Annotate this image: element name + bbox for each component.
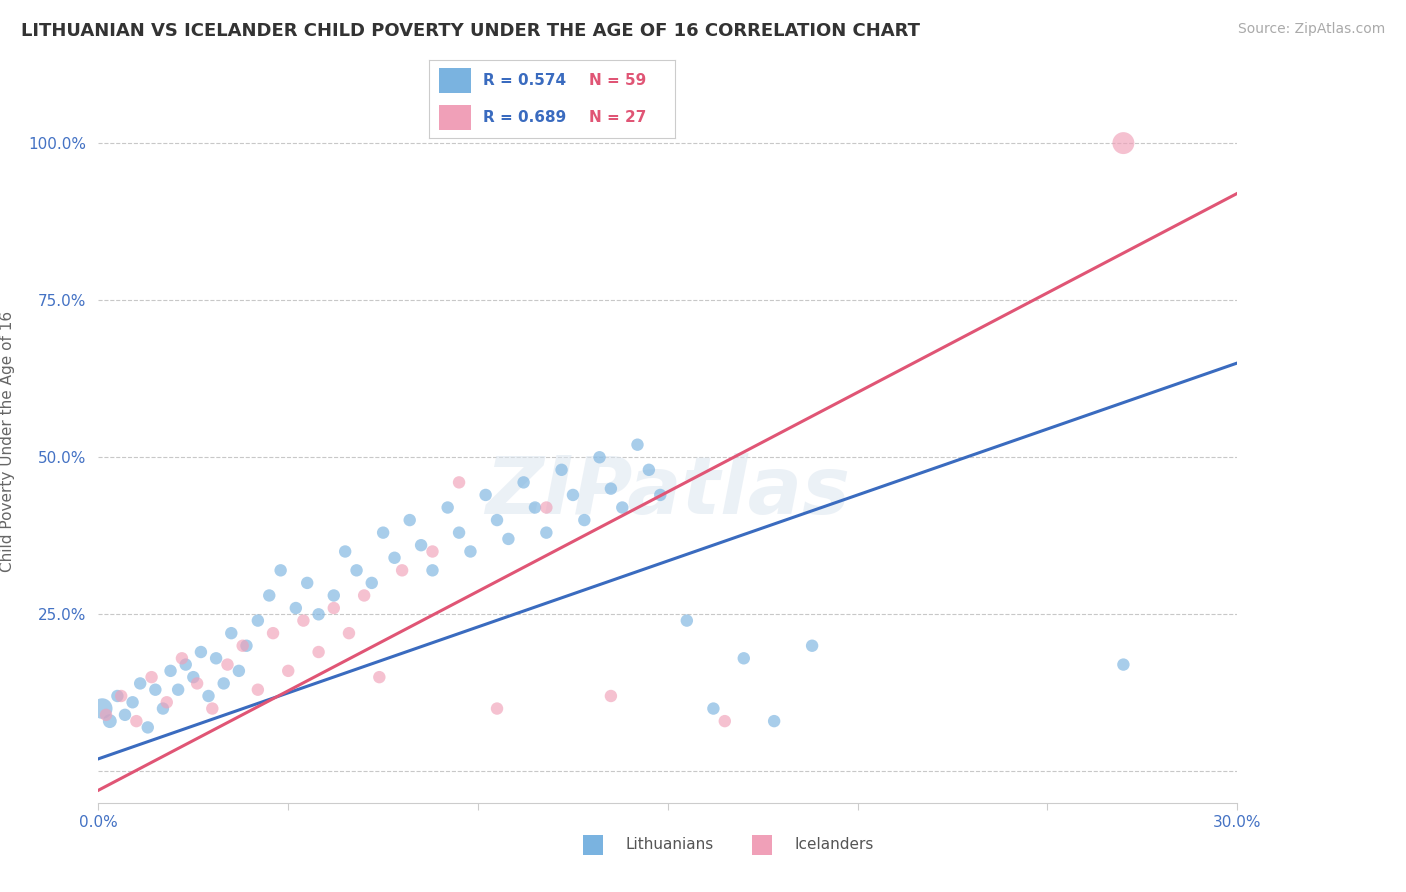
Point — [201, 701, 224, 715]
Point — [228, 664, 250, 678]
Text: ZIPatlas: ZIPatlas — [485, 453, 851, 531]
Point — [107, 689, 129, 703]
Point — [110, 689, 132, 703]
Point — [486, 513, 509, 527]
Point — [612, 500, 634, 515]
Point — [246, 682, 269, 697]
Point — [235, 639, 257, 653]
Point — [550, 463, 572, 477]
Point — [449, 475, 471, 490]
Point — [129, 676, 152, 690]
Point — [449, 525, 471, 540]
Point — [512, 475, 534, 490]
Point — [391, 563, 413, 577]
Point — [186, 676, 208, 690]
Point — [167, 682, 190, 697]
Point — [212, 676, 235, 690]
Point — [121, 695, 143, 709]
Point — [197, 689, 219, 703]
Point — [125, 714, 148, 728]
Point — [217, 657, 239, 672]
Point — [524, 500, 547, 515]
Text: R = 0.574: R = 0.574 — [484, 72, 567, 87]
FancyBboxPatch shape — [439, 105, 471, 130]
Point — [98, 714, 121, 728]
Point — [183, 670, 205, 684]
Point — [638, 463, 661, 477]
Point — [205, 651, 228, 665]
Point — [277, 664, 299, 678]
Point — [763, 714, 786, 728]
Point — [360, 575, 382, 590]
Point — [600, 689, 623, 703]
Point — [1112, 136, 1135, 150]
Point — [159, 664, 181, 678]
Text: Lithuanians: Lithuanians — [626, 838, 714, 852]
Point — [174, 657, 197, 672]
Text: R = 0.689: R = 0.689 — [484, 111, 567, 126]
Point — [141, 670, 163, 684]
Point — [422, 563, 444, 577]
Point — [297, 575, 319, 590]
Point — [270, 563, 292, 577]
Point — [368, 670, 391, 684]
Text: N = 27: N = 27 — [589, 111, 647, 126]
Point — [498, 532, 520, 546]
Point — [574, 513, 596, 527]
Point — [221, 626, 243, 640]
Point — [536, 525, 558, 540]
Point — [411, 538, 433, 552]
Text: LITHUANIAN VS ICELANDER CHILD POVERTY UNDER THE AGE OF 16 CORRELATION CHART: LITHUANIAN VS ICELANDER CHILD POVERTY UN… — [21, 22, 920, 40]
Point — [262, 626, 284, 640]
Point — [91, 701, 114, 715]
Point — [486, 701, 509, 715]
Point — [398, 513, 420, 527]
Point — [322, 601, 344, 615]
Point — [114, 707, 136, 722]
Point — [801, 639, 824, 653]
Point — [371, 525, 394, 540]
Point — [714, 714, 737, 728]
Point — [156, 695, 179, 709]
Point — [190, 645, 212, 659]
Point — [308, 645, 330, 659]
Y-axis label: Child Poverty Under the Age of 16: Child Poverty Under the Age of 16 — [0, 311, 14, 572]
Point — [733, 651, 755, 665]
Point — [170, 651, 193, 665]
Point — [94, 707, 117, 722]
Point — [474, 488, 496, 502]
Point — [436, 500, 458, 515]
Point — [152, 701, 174, 715]
Point — [588, 450, 610, 465]
Point — [650, 488, 672, 502]
Point — [259, 589, 281, 603]
Point — [353, 589, 375, 603]
Point — [422, 544, 444, 558]
Point — [562, 488, 585, 502]
Point — [1112, 657, 1135, 672]
Point — [536, 500, 558, 515]
Text: N = 59: N = 59 — [589, 72, 645, 87]
Point — [600, 482, 623, 496]
Text: Icelanders: Icelanders — [794, 838, 873, 852]
Point — [284, 601, 307, 615]
Point — [246, 614, 269, 628]
FancyBboxPatch shape — [439, 68, 471, 93]
Point — [460, 544, 482, 558]
Point — [145, 682, 167, 697]
Point — [346, 563, 368, 577]
Point — [322, 589, 344, 603]
Point — [335, 544, 357, 558]
Point — [292, 614, 315, 628]
Point — [384, 550, 406, 565]
Point — [337, 626, 360, 640]
Point — [626, 438, 648, 452]
Text: Source: ZipAtlas.com: Source: ZipAtlas.com — [1237, 22, 1385, 37]
Point — [308, 607, 330, 622]
Point — [676, 614, 699, 628]
Point — [136, 720, 159, 734]
Point — [702, 701, 724, 715]
Point — [232, 639, 254, 653]
